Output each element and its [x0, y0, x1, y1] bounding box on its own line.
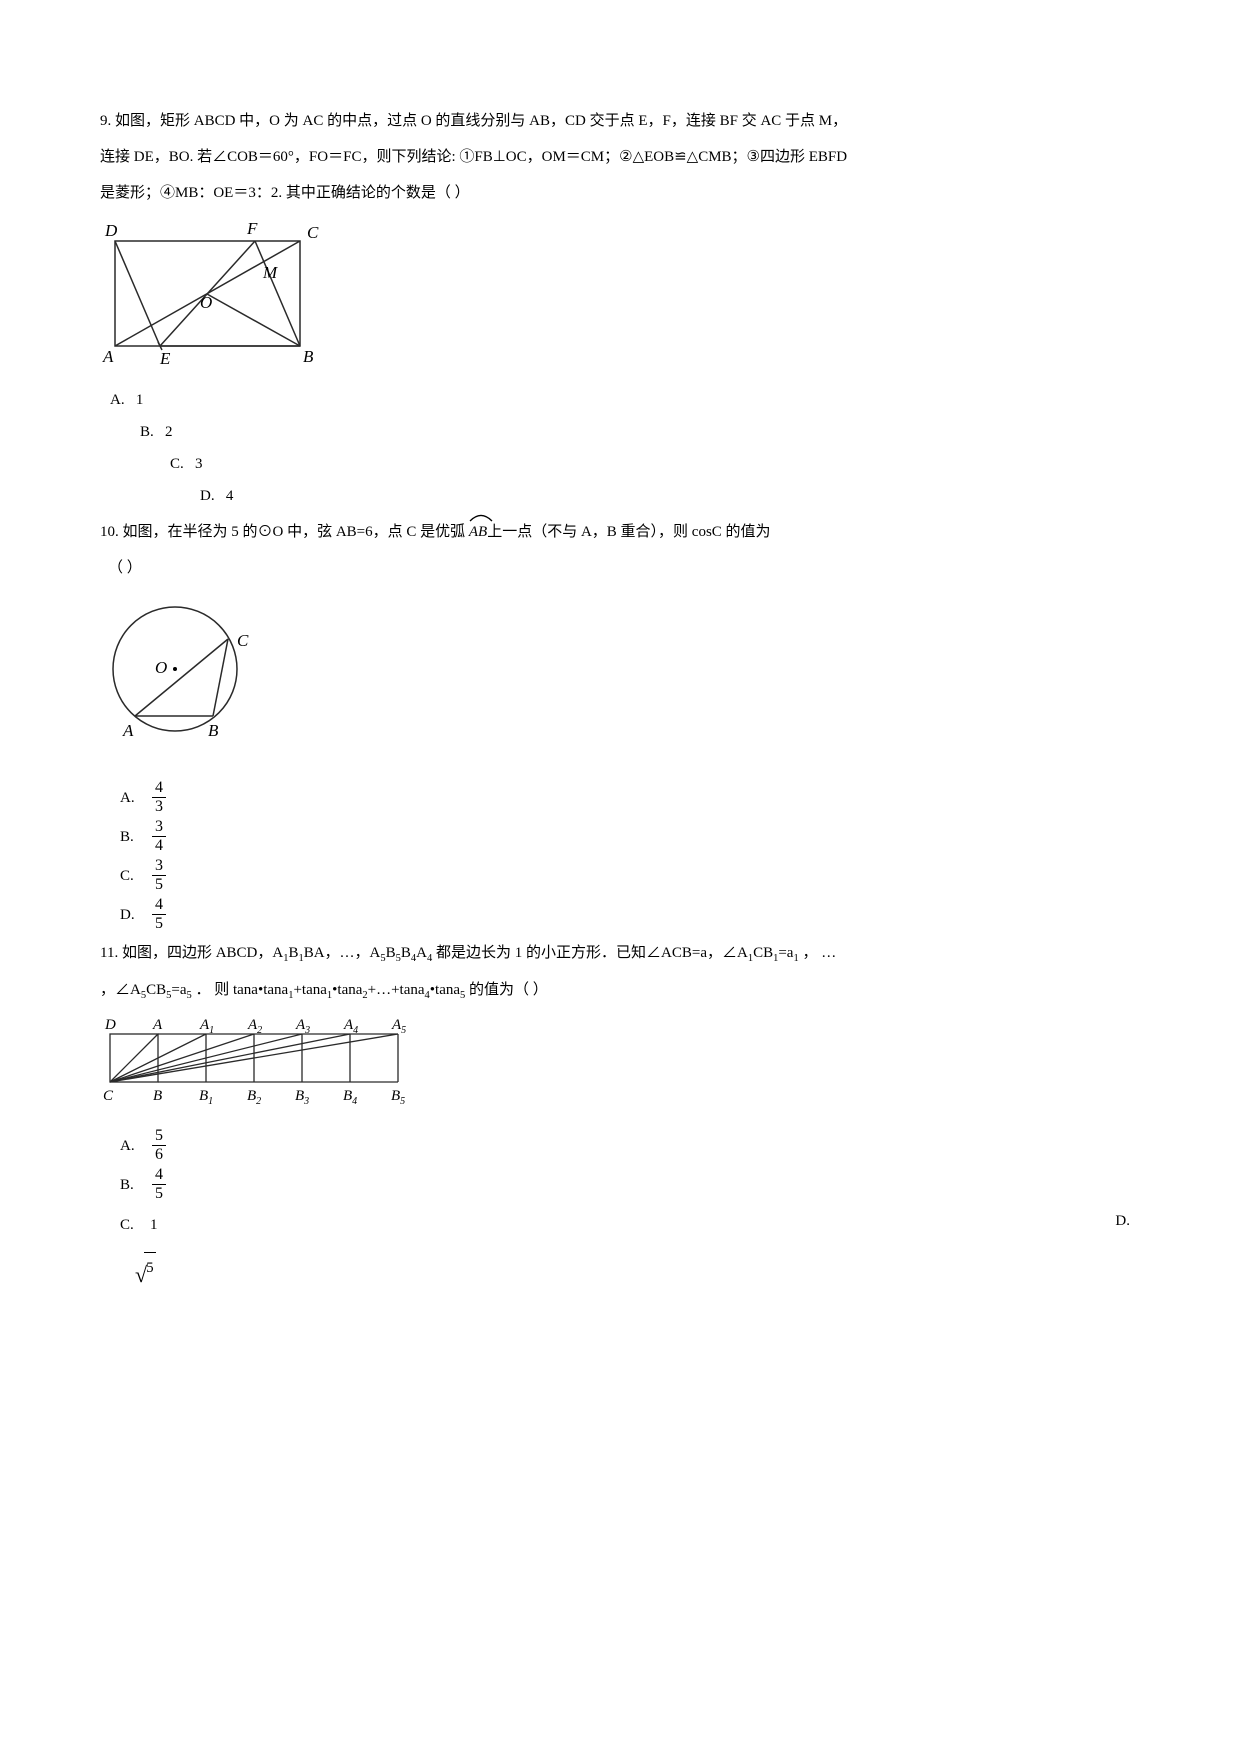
arc-ab-icon: AB: [469, 517, 487, 547]
q9-line2: 连接 DE，BO. 若∠COB＝60°，FO＝FC，则下列结论: ①FB⊥OC，…: [100, 142, 1140, 172]
svg-text:O: O: [200, 293, 212, 312]
svg-text:B1: B1: [199, 1088, 213, 1107]
svg-text:C: C: [103, 1088, 114, 1104]
q9-option-d: D. 4: [200, 481, 1140, 511]
q9-option-b: B. 2: [140, 417, 1140, 447]
svg-text:B2: B2: [247, 1088, 261, 1107]
svg-text:F: F: [246, 219, 258, 238]
q11-option-c: C. 1: [120, 1210, 158, 1240]
q11-option-d-label: D.: [1115, 1206, 1130, 1244]
svg-text:A: A: [152, 1017, 163, 1033]
svg-text:B: B: [153, 1088, 162, 1104]
svg-text:A5: A5: [391, 1017, 406, 1036]
svg-text:E: E: [159, 349, 171, 366]
svg-text:C: C: [237, 631, 249, 650]
q10-figure: O A B C: [100, 591, 1140, 772]
svg-text:A2: A2: [247, 1017, 262, 1036]
svg-text:O: O: [155, 658, 167, 677]
svg-text:D: D: [104, 1017, 116, 1033]
svg-text:B5: B5: [391, 1088, 405, 1107]
q10-option-a: A. 43: [120, 780, 1140, 815]
q11-line2: ，∠A5CB5=a5 ． 则 tana•tana1+tana1•tana2+…+…: [100, 975, 1140, 1006]
q11-line1: 11. 如图，四边形 ABCD，A1B1BA，…，A5B5B4A4 都是边长为 …: [100, 938, 1140, 969]
svg-text:A3: A3: [295, 1017, 310, 1036]
q10-option-d: D. 45: [120, 897, 1140, 932]
svg-text:B: B: [208, 721, 219, 740]
q9-line1: 9. 如图，矩形 ABCD 中，O 为 AC 的中点，过点 O 的直线分别与 A…: [100, 106, 1140, 136]
q11-option-d: √5: [135, 1252, 1140, 1297]
q9-line3: 是菱形；④MB：OE＝3：2. 其中正确结论的个数是（ ）: [100, 178, 1140, 208]
svg-text:A: A: [122, 721, 134, 740]
svg-text:B4: B4: [343, 1088, 357, 1107]
svg-text:D: D: [104, 221, 118, 240]
svg-text:M: M: [262, 263, 278, 282]
svg-text:B3: B3: [295, 1088, 309, 1107]
svg-text:A: A: [102, 347, 114, 366]
q11-option-b: B. 45: [120, 1167, 1140, 1202]
q10-blank: （ ）: [108, 553, 1140, 583]
q11-figure: D A A1 A2 A3 A4 A5 C B B1 B2 B3 B4 B5: [100, 1014, 1140, 1120]
q10-option-c: C. 35: [120, 858, 1140, 893]
q10-option-b: B. 34: [120, 819, 1140, 854]
svg-text:B: B: [303, 347, 314, 366]
q9-option-a: A. 1: [110, 385, 1140, 415]
q11-option-a: A. 56: [120, 1128, 1140, 1163]
svg-text:C: C: [307, 223, 319, 242]
q10-line1: 10. 如图，在半径为 5 的⊙O 中，弦 AB=6，点 C 是优弧 AB 上一…: [100, 517, 1140, 547]
svg-text:A1: A1: [199, 1017, 214, 1036]
svg-text:A4: A4: [343, 1017, 358, 1036]
q9-figure: D F C A E B O M: [100, 216, 1140, 377]
q9-option-c: C. 3: [170, 449, 1140, 479]
